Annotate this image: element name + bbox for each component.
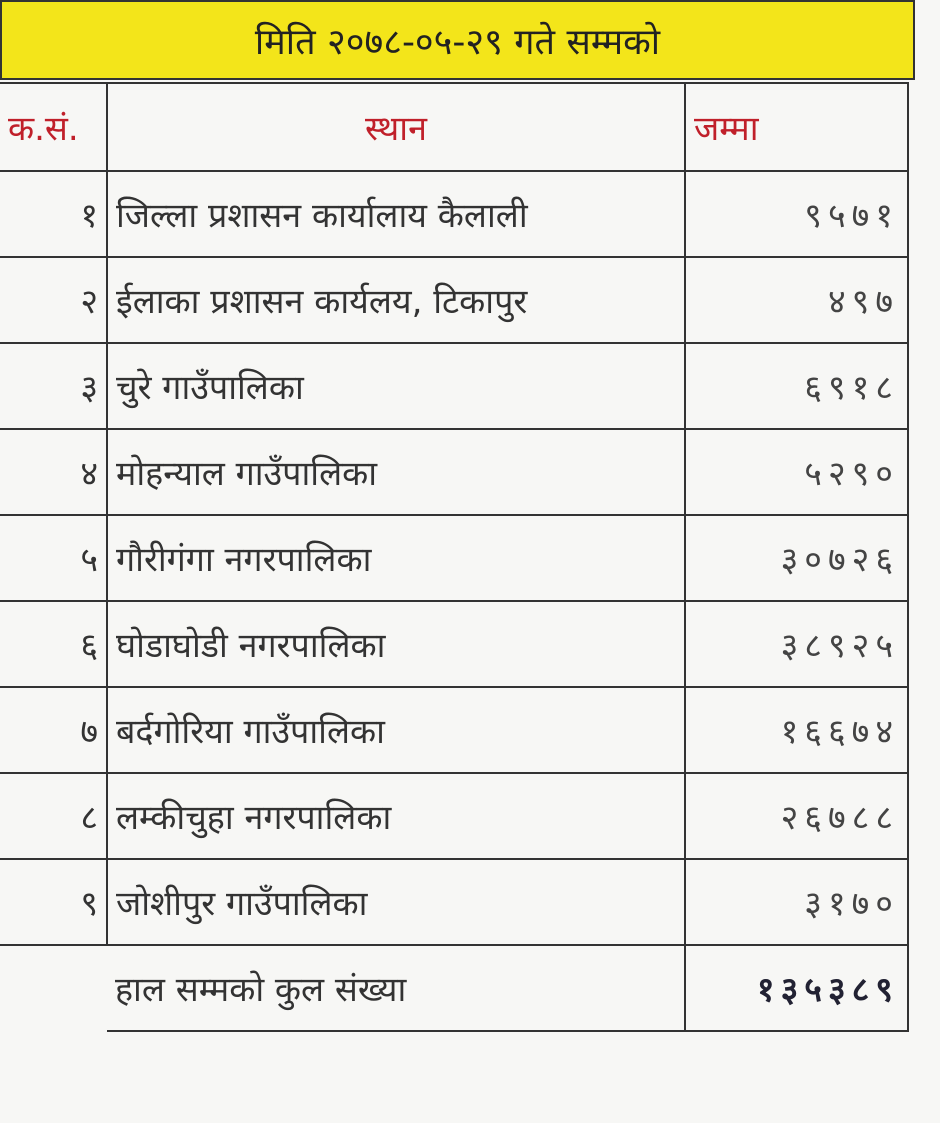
row-place: घोडाघोडी नगरपालिका [106, 600, 686, 688]
table-row: ८ लम्कीचुहा नगरपालिका २६७८८ [0, 772, 909, 860]
row-place: जिल्ला प्रशासन कार्यालाय कैलाली [106, 170, 686, 258]
date-banner: मिति २०७८-०५-२९ गते सम्मको [0, 0, 915, 80]
header-sn: क.सं. [0, 82, 108, 172]
grand-total-label: हाल सम्मको कुल संख्या [107, 944, 686, 1032]
table-row: १ जिल्ला प्रशासन कार्यालाय कैलाली ९५७१ [0, 170, 909, 258]
row-place: मोहन्याल गाउँपालिका [106, 428, 686, 516]
table-row: ७ बर्दगोरिया गाउँपालिका १६६७४ [0, 686, 909, 774]
row-sn: ५ [0, 514, 108, 602]
row-place: लम्कीचुहा नगरपालिका [106, 772, 686, 860]
row-total: ३०७२६ [684, 514, 909, 602]
row-total: १६६७४ [684, 686, 909, 774]
row-sn: ४ [0, 428, 108, 516]
summary-table: क.सं. स्थान जम्मा १ जिल्ला प्रशासन कार्या… [0, 82, 909, 1032]
row-total: ३१७० [684, 858, 909, 946]
header-row: क.सं. स्थान जम्मा [0, 82, 909, 172]
table-row: ४ मोहन्याल गाउँपालिका ५२९० [0, 428, 909, 516]
table-row: २ ईलाका प्रशासन कार्यलय, टिकापुर ४९७ [0, 256, 909, 344]
row-total: ६९१८ [684, 342, 909, 430]
row-place: ईलाका प्रशासन कार्यलय, टिकापुर [106, 256, 686, 344]
grand-total-row: हाल सम्मको कुल संख्या १३५३८९ [0, 944, 909, 1032]
row-sn: ८ [0, 772, 108, 860]
row-total: ५२९० [684, 428, 909, 516]
row-total: ४९७ [684, 256, 909, 344]
table-row: ५ गौरीगंगा नगरपालिका ३०७२६ [0, 514, 909, 602]
row-total: ९५७१ [684, 170, 909, 258]
row-sn: ७ [0, 686, 108, 774]
row-place: बर्दगोरिया गाउँपालिका [106, 686, 686, 774]
row-total: २६७८८ [684, 772, 909, 860]
row-total: ३८९२५ [684, 600, 909, 688]
row-sn: ९ [0, 858, 108, 946]
table-row: ३ चुरे गाउँपालिका ६९१८ [0, 342, 909, 430]
row-sn: १ [0, 170, 108, 258]
blank-cell [0, 945, 107, 1031]
row-sn: २ [0, 256, 108, 344]
table-row: ९ जोशीपुर गाउँपालिका ३१७० [0, 858, 909, 946]
header-total: जम्मा [684, 82, 909, 172]
row-sn: ६ [0, 600, 108, 688]
grand-total-value: १३५३८९ [685, 944, 909, 1032]
table-row: ६ घोडाघोडी नगरपालिका ३८९२५ [0, 600, 909, 688]
row-place: गौरीगंगा नगरपालिका [106, 514, 686, 602]
header-place: स्थान [106, 82, 686, 172]
row-sn: ३ [0, 342, 108, 430]
row-place: चुरे गाउँपालिका [106, 342, 686, 430]
row-place: जोशीपुर गाउँपालिका [106, 858, 686, 946]
